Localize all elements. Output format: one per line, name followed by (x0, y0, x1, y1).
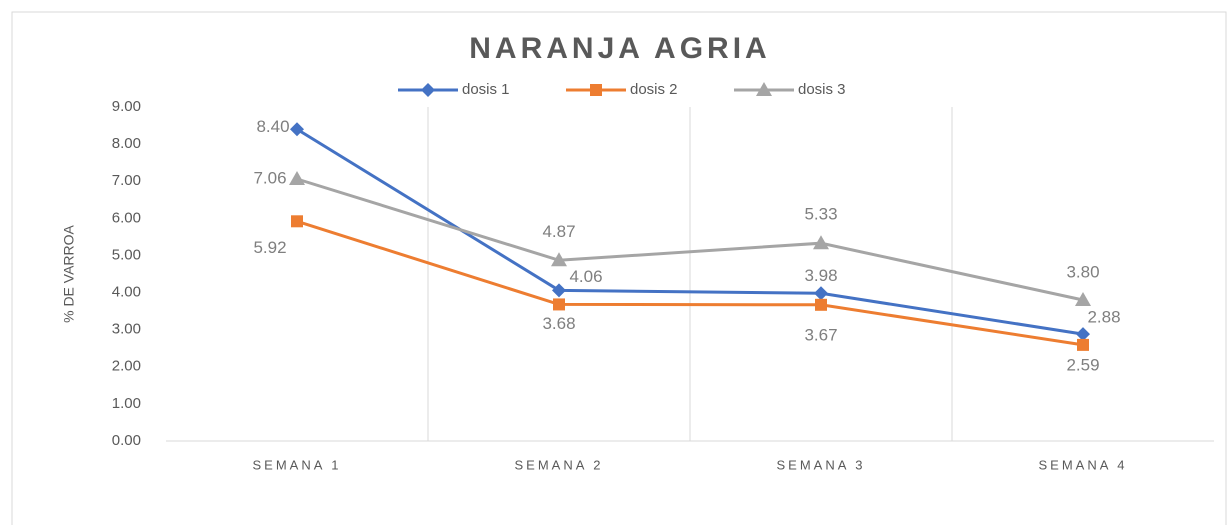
data-label: 3.67 (804, 325, 837, 344)
marker (1076, 327, 1090, 342)
data-label: 2.88 (1087, 308, 1120, 327)
x-tick-label: SEMANA 4 (1038, 457, 1127, 472)
series-line (296, 177, 1084, 302)
legend-label: dosis 2 (630, 81, 678, 98)
chart-title: NARANJA AGRIA (469, 32, 770, 65)
legend-label: dosis 1 (462, 81, 510, 98)
marker (1077, 338, 1089, 351)
chart-frame (11, 11, 1227, 525)
marker (590, 84, 602, 96)
y-tick-label: 5.00 (112, 246, 141, 263)
data-label: 4.87 (542, 222, 575, 241)
marker (551, 252, 567, 267)
data-label: 5.33 (804, 205, 837, 224)
y-tick-label: 1.00 (112, 395, 141, 412)
data-label: 5.92 (253, 238, 286, 257)
data-label: 8.40 (256, 117, 289, 136)
marker (815, 298, 827, 311)
y-tick-label: 6.00 (112, 209, 141, 226)
x-tick-label: SEMANA 1 (252, 457, 341, 472)
x-tick-label: SEMANA 2 (514, 457, 603, 472)
y-tick-label: 9.00 (112, 98, 141, 115)
data-label: 7.06 (253, 168, 286, 187)
marker (813, 235, 829, 250)
marker (553, 298, 565, 311)
series-line (296, 127, 1084, 336)
marker (756, 82, 772, 96)
y-tick-label: 4.00 (112, 284, 141, 301)
series-line (296, 219, 1084, 347)
marker (552, 283, 566, 298)
data-label: 3.98 (804, 266, 837, 285)
y-tick-label: 0.00 (112, 432, 141, 449)
marker (289, 170, 305, 185)
x-tick-label: SEMANA 3 (776, 457, 865, 472)
y-tick-label: 7.00 (112, 172, 141, 189)
marker (814, 286, 828, 301)
y-axis-label: % DE VARROA (61, 224, 77, 322)
data-label: 4.06 (569, 267, 602, 286)
marker (1075, 291, 1091, 306)
y-tick-label: 3.00 (112, 321, 141, 338)
y-tick-label: 2.00 (112, 358, 141, 375)
data-label: 2.59 (1066, 355, 1099, 374)
marker (291, 215, 303, 228)
y-tick-label: 8.00 (112, 135, 141, 152)
data-label: 3.80 (1066, 262, 1099, 281)
legend-label: dosis 3 (798, 81, 846, 98)
data-label: 3.68 (542, 314, 575, 333)
marker (290, 122, 304, 137)
marker (421, 83, 435, 97)
